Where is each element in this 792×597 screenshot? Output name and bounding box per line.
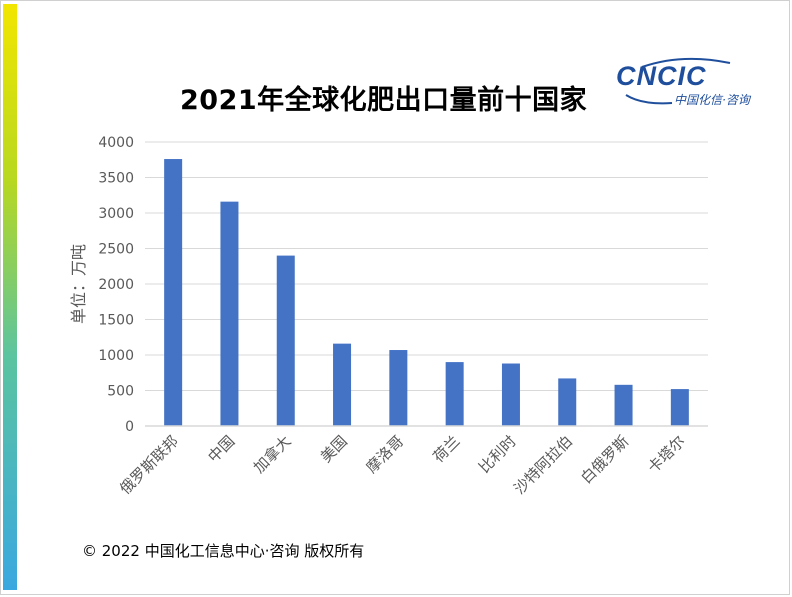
- y-tick-label: 3500: [98, 171, 134, 187]
- x-category-label: 中国: [204, 432, 238, 466]
- bar: [501, 363, 520, 426]
- chart-title: 2021年全球化肥出口量前十国家: [180, 85, 588, 116]
- y-tick-label: 3000: [98, 206, 134, 222]
- copyright-notice: © 2022 中国化工信息中心·咨询 版权所有: [82, 542, 365, 560]
- cncic-logo: CNCIC 中国化信·咨询: [612, 55, 762, 111]
- y-tick-label: 4000: [98, 135, 134, 151]
- bar: [164, 159, 183, 427]
- gradient-side-bar: [3, 4, 17, 590]
- x-category-label: 卡塔尔: [644, 432, 689, 477]
- bar: [445, 362, 464, 426]
- bar: [614, 384, 633, 426]
- bar: [333, 343, 352, 426]
- y-tick-label: 1500: [98, 313, 134, 329]
- x-category-label: 美国: [317, 432, 351, 466]
- x-category-label: 加拿大: [250, 432, 295, 477]
- y-axis-title: 单位：万吨: [69, 244, 88, 324]
- bar: [389, 350, 408, 426]
- bar: [220, 201, 239, 426]
- x-category-label: 比利时: [475, 432, 520, 477]
- y-tick-label: 500: [107, 384, 134, 400]
- y-tick-label: 2500: [98, 242, 134, 258]
- x-category-label: 沙特阿拉伯: [510, 432, 576, 498]
- bar: [670, 389, 689, 426]
- x-category-label: 俄罗斯联邦: [116, 432, 182, 498]
- bar: [276, 255, 295, 426]
- logo-subtitle: 中国化信·咨询: [674, 93, 750, 107]
- x-category-label: 摩洛哥: [363, 432, 408, 477]
- bar: [558, 378, 577, 426]
- y-tick-label: 2000: [98, 277, 134, 293]
- y-tick-label: 0: [125, 419, 134, 435]
- x-category-label: 白俄罗斯: [577, 432, 632, 487]
- y-tick-label: 1000: [98, 348, 134, 364]
- x-category-label: 荷兰: [430, 432, 464, 466]
- logo-swoosh-icon: [625, 57, 731, 105]
- logo-wordmark: CNCIC: [616, 61, 707, 91]
